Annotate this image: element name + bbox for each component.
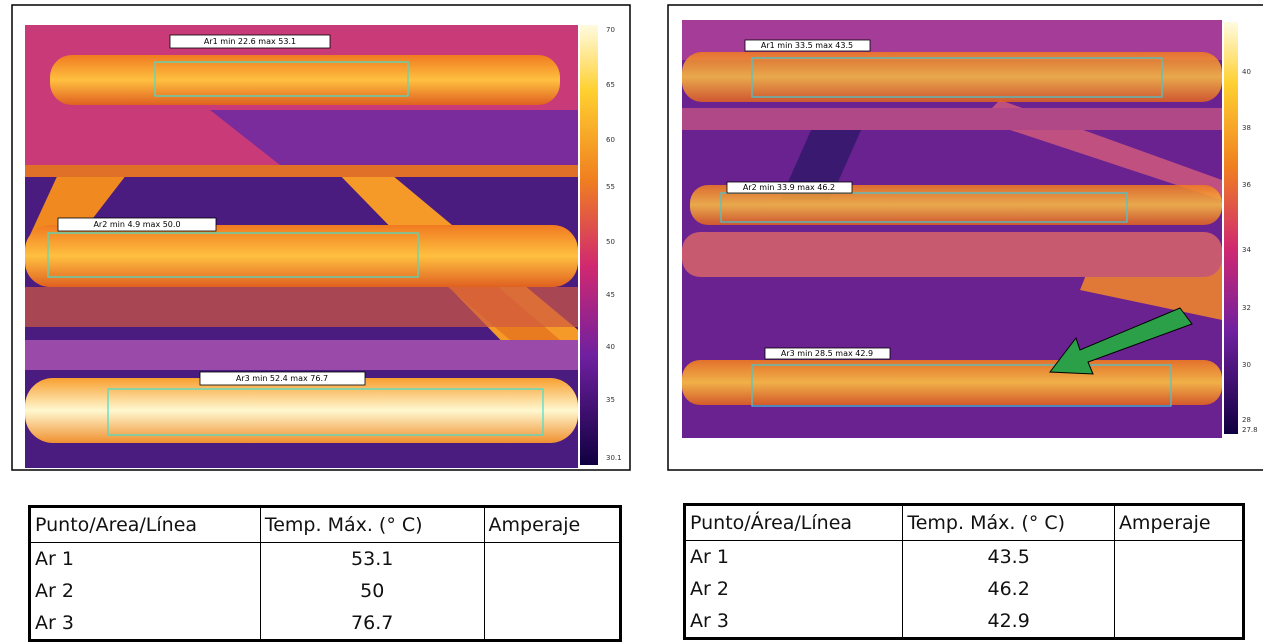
- table-cell: Ar 2: [29, 575, 261, 607]
- area-label: Ar2 min 33.9 max 46.2: [743, 183, 835, 192]
- panel-frame: [11, 4, 631, 471]
- scale-label: 28: [1242, 416, 1251, 424]
- thermal-image: [25, 25, 598, 468]
- table-cell: [1113, 605, 1245, 639]
- table-row: Ar 1 43.5: [683, 540, 1245, 573]
- table-row: Ar 3 76.7: [29, 607, 622, 641]
- scale-label: 40: [606, 343, 615, 351]
- table-cell: 42.9: [902, 605, 1115, 639]
- scale-label: 35: [606, 396, 615, 404]
- table-cell: 76.7: [259, 607, 485, 641]
- scale-label: 30: [1242, 361, 1251, 369]
- table-row: Ar 3 42.9: [683, 605, 1245, 639]
- scale-label: 65: [606, 81, 615, 89]
- table-cell: Ar 3: [683, 605, 904, 639]
- table-cell: [483, 542, 622, 575]
- header-row: Punto/Area/Línea Temp. Máx. (° C) Amperaje: [29, 506, 622, 543]
- scale-label: 38: [1242, 124, 1251, 132]
- area-label: Ar3 min 28.5 max 42.9: [781, 349, 873, 358]
- table-cell: Temp. Máx. (° C): [902, 504, 1115, 541]
- table-cell: Punto/Área/Línea: [683, 504, 904, 541]
- scale-label: 50: [606, 238, 615, 246]
- temperature-table: Punto/Area/Línea Temp. Máx. (° C) Amperaje…: [28, 505, 622, 642]
- table-cell: Ar 3: [29, 607, 261, 641]
- scale-label: 34: [1242, 246, 1251, 254]
- area-label: Ar1 min 33.5 max 43.5: [761, 41, 853, 50]
- table-cell: 50: [259, 575, 485, 607]
- scale-label: 27.8: [1242, 426, 1258, 434]
- table-cell: Ar 1: [683, 540, 904, 573]
- scale-label: 30.1: [606, 454, 622, 462]
- table-cell: Amperaje: [483, 506, 622, 543]
- table-cell: [1113, 540, 1245, 573]
- table-cell: Amperaje: [1113, 504, 1245, 541]
- temperature-table: Punto/Área/Línea Temp. Máx. (° C) Amperaje…: [683, 503, 1245, 640]
- scale-label: 36: [1242, 181, 1251, 189]
- table-cell: Punto/Area/Línea: [29, 506, 261, 543]
- scale-label: 55: [606, 183, 615, 191]
- table-cell: 43.5: [902, 540, 1115, 573]
- area-label: Ar2 min 4.9 max 50.0: [93, 220, 180, 229]
- table-cell: [1113, 573, 1245, 605]
- table-row: Ar 1 53.1: [29, 542, 622, 575]
- table-cell: [483, 607, 622, 641]
- table-cell: 46.2: [902, 573, 1115, 605]
- table-cell: Ar 1: [29, 542, 261, 575]
- area-label: Ar1 min 22.6 max 53.1: [204, 37, 296, 46]
- table-cell: Ar 2: [683, 573, 904, 605]
- scale-label: 60: [606, 136, 615, 144]
- scale-label: 70: [606, 26, 615, 34]
- scale-label: 40: [1242, 68, 1251, 76]
- table-row: Ar 2 46.2: [683, 573, 1245, 605]
- scale-label: 45: [606, 291, 615, 299]
- table-cell: Temp. Máx. (° C): [259, 506, 485, 543]
- table-cell: [483, 575, 622, 607]
- thermal-image: [682, 20, 1238, 438]
- panel-frame: [667, 4, 1263, 471]
- header-row: Punto/Área/Línea Temp. Máx. (° C) Amperaje: [683, 504, 1245, 541]
- table-row: Ar 2 50: [29, 575, 622, 607]
- area-label: Ar3 min 52.4 max 76.7: [236, 374, 328, 383]
- table-cell: 53.1: [259, 542, 485, 575]
- scale-label: 32: [1242, 304, 1251, 312]
